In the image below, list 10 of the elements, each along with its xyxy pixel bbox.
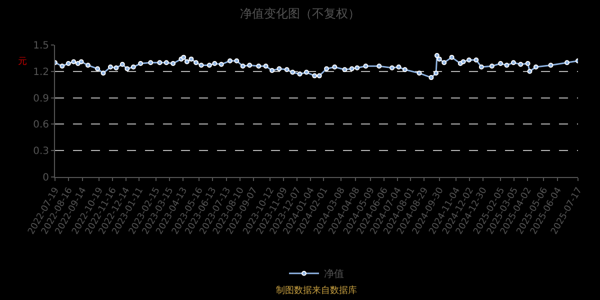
y-tick-label: 0.3 xyxy=(33,146,49,158)
legend-label: 净值 xyxy=(324,268,344,280)
y-tick-label: 1.5 xyxy=(33,40,49,52)
chart-title: 净值变化图（不复权） xyxy=(240,6,360,20)
y-tick-label: 0.9 xyxy=(33,93,49,104)
y-axis-title: 元 xyxy=(18,56,27,67)
text: 制图数据来自数据库 xyxy=(276,285,357,296)
y-tick-label: 1.2 xyxy=(33,66,49,78)
y-tick-label: 0 xyxy=(42,172,49,184)
y-tick-label: 0.6 xyxy=(33,120,49,131)
